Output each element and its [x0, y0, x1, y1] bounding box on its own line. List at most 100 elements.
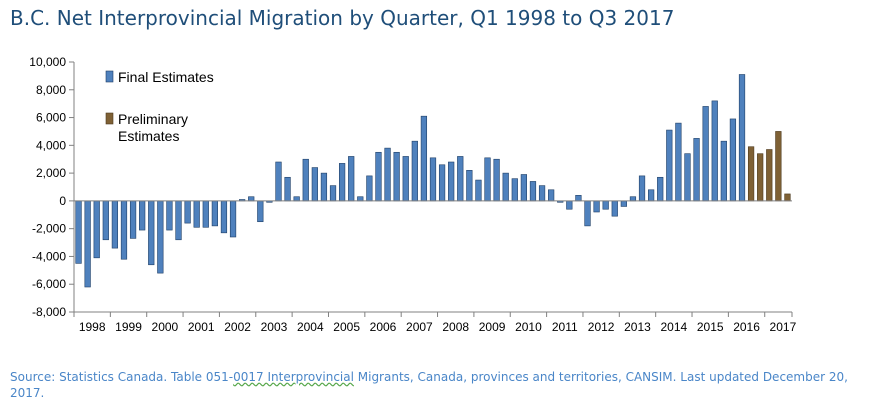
legend-label-preliminary-line1: Preliminary	[118, 111, 188, 127]
bar-final	[675, 122, 682, 202]
bar-final	[275, 161, 282, 202]
bar-final	[284, 176, 291, 202]
chart: -8,000 -6,000 -4,000 -2,000 0 2,000 4,000 6,000…	[29, 55, 796, 334]
bars	[75, 74, 791, 288]
bar-final	[248, 196, 255, 202]
bar-preliminary	[747, 146, 755, 202]
bar-final	[448, 161, 455, 202]
bar-final	[148, 200, 155, 266]
bar-final	[193, 200, 200, 228]
bar-final	[593, 200, 600, 213]
x-tick-label: 2002	[224, 320, 251, 334]
bar-final	[511, 178, 518, 202]
bar-final	[657, 176, 664, 202]
x-tick-label: 2003	[261, 320, 288, 334]
y-axis: -8,000 -6,000 -4,000 -2,000 0 2,000 4,000 6,000…	[29, 55, 75, 319]
bar-final	[366, 175, 373, 202]
bar-final	[611, 200, 618, 217]
y-tick-label: 8,000	[36, 83, 66, 97]
bar-final	[693, 138, 700, 202]
bar-final	[348, 156, 355, 202]
source-suffix: Migrants, Canada, provinces and territor…	[10, 370, 848, 400]
x-tick-label: 2001	[188, 320, 215, 334]
bar-final	[520, 174, 528, 202]
bar-final	[257, 200, 264, 223]
x-tick-label: 1999	[115, 320, 142, 334]
bar-final	[411, 140, 418, 202]
source-underlined: 0017 Interprovincial	[233, 370, 354, 384]
bar-final	[157, 200, 164, 274]
bar-final	[638, 175, 646, 202]
x-tick-label: 2012	[588, 320, 615, 334]
bar-final	[302, 158, 309, 202]
bar-final	[75, 200, 82, 264]
bar-final	[575, 195, 582, 202]
bar-final	[720, 140, 727, 202]
bar-final	[420, 115, 428, 202]
x-tick-label: 2015	[697, 320, 724, 334]
bar-final	[202, 200, 209, 228]
bar-final	[429, 157, 437, 202]
bar-final	[84, 200, 91, 288]
x-tick-label: 2004	[297, 320, 324, 334]
bar-final	[311, 167, 318, 202]
bar-final	[493, 158, 500, 202]
y-tick-label: -2,000	[32, 222, 66, 236]
x-tick-label: 2000	[152, 320, 179, 334]
y-tick-label: -4,000	[32, 249, 66, 263]
bar-final	[120, 200, 128, 260]
bar-final	[684, 153, 691, 202]
bar-final	[702, 106, 709, 202]
bar-final	[320, 172, 328, 202]
bar-final	[329, 185, 337, 202]
bar-final	[375, 151, 382, 202]
bar-preliminary	[775, 131, 782, 202]
bar-final	[129, 200, 137, 239]
y-tick-label: 0	[59, 194, 66, 208]
x-tick-label: 2009	[479, 320, 506, 334]
bar-preliminary	[766, 149, 773, 202]
bar-final	[293, 196, 300, 202]
bar-final	[111, 200, 119, 249]
bar-final	[175, 200, 182, 241]
bar-final	[538, 185, 546, 202]
y-tick-label: 6,000	[36, 111, 66, 125]
bar-final	[602, 200, 609, 210]
bar-final	[357, 196, 364, 202]
bar-final	[666, 129, 673, 202]
y-tick-label: 10,000	[29, 55, 66, 69]
source-prefix: Source: Statistics Canada. Table 051-	[10, 370, 234, 384]
bar-final	[229, 200, 237, 238]
bar-final	[438, 164, 446, 202]
bar-final	[648, 189, 655, 202]
bar-final	[384, 147, 391, 202]
bar-final	[457, 156, 464, 202]
bar-final	[338, 163, 346, 202]
bar-final	[393, 151, 400, 202]
bar-final	[548, 189, 555, 202]
legend-label-preliminary-line2: Estimates	[118, 128, 179, 144]
bar-preliminary	[784, 193, 791, 202]
bar-final	[484, 157, 491, 202]
bar-final	[566, 200, 573, 210]
bar-final	[629, 196, 637, 202]
x-tick-label: 2006	[370, 320, 397, 334]
bar-final	[620, 200, 627, 207]
bar-final	[475, 179, 482, 202]
bar-final	[738, 74, 746, 202]
y-tick-label: 4,000	[36, 138, 66, 152]
bar-final	[402, 156, 409, 202]
legend-label-final: Final Estimates	[118, 69, 214, 85]
x-tick-label: 2010	[515, 320, 542, 334]
bar-final	[529, 181, 537, 202]
x-tick-label: 2008	[442, 320, 469, 334]
bar-final	[102, 200, 109, 241]
bar-final	[502, 172, 509, 202]
y-tick-label: -6,000	[32, 277, 66, 291]
bar-final	[139, 200, 146, 231]
y-tick-label: 2,000	[36, 166, 66, 180]
x-tick-label: 1998	[79, 320, 106, 334]
bar-final	[711, 100, 718, 202]
bar-final	[584, 200, 591, 227]
